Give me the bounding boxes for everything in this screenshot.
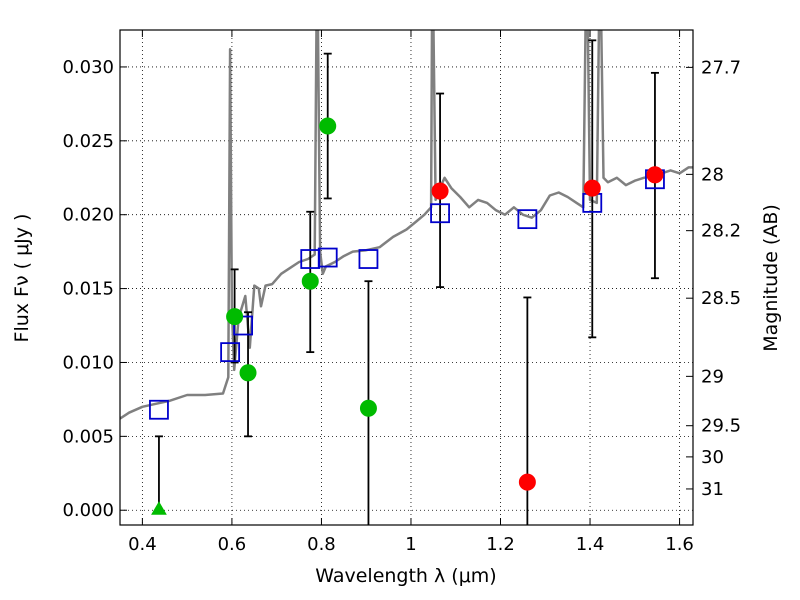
- right-tick-label: 28.5: [701, 288, 741, 309]
- model-point: [149, 399, 169, 420]
- y-tick-label: 0.020: [62, 205, 114, 226]
- model-point: [517, 209, 538, 230]
- observation-triangle: [151, 501, 167, 515]
- y-tick-label: 0.015: [62, 279, 114, 300]
- model-point: [430, 203, 450, 224]
- observation-point: [359, 399, 377, 417]
- x-tick-label: 1.6: [665, 534, 694, 555]
- right-tick-label: 29.5: [701, 416, 741, 437]
- right-tick-label: 30: [701, 447, 724, 468]
- y-right-axis-label: Magnitude (AB): [760, 204, 782, 352]
- observation-point: [301, 272, 319, 290]
- y-axis-label: Flux Fν ( μJy ): [11, 214, 33, 343]
- x-tick-label: 1.2: [486, 534, 515, 555]
- right-tick-label: 31: [701, 479, 724, 500]
- x-tick-label: 0.6: [218, 534, 247, 555]
- model-point: [233, 315, 254, 336]
- plot-frame: [119, 29, 694, 526]
- x-axis-label: Wavelength λ (μm): [315, 565, 496, 587]
- right-tick-label: 27.7: [701, 57, 741, 78]
- y-tick-label: 0.005: [62, 426, 114, 447]
- grid: [120, 30, 693, 525]
- spectrum-line: [120, 30, 693, 420]
- observation-point: [239, 364, 257, 382]
- right-tick-label: 28: [701, 164, 724, 185]
- x-tick-label: 1.4: [576, 534, 605, 555]
- ticks: [120, 30, 693, 525]
- model-layer: [149, 169, 665, 420]
- y-tick-label: 0.030: [62, 57, 114, 78]
- observation-point: [646, 166, 664, 184]
- model-point: [358, 249, 379, 269]
- observation-point: [583, 179, 601, 197]
- observation-layer: [151, 117, 664, 515]
- right-tick-label: 28.2: [701, 221, 741, 242]
- right-tick-label: 29: [701, 366, 724, 387]
- x-tick-label: 0.8: [307, 534, 336, 555]
- y-tick-label: 0.010: [62, 352, 114, 373]
- observation-point: [431, 182, 449, 200]
- model-point: [317, 247, 338, 268]
- observation-point: [518, 473, 536, 491]
- spectrum-layer: [120, 30, 693, 420]
- observation-point: [319, 117, 337, 135]
- y-tick-label: 0.025: [62, 131, 114, 152]
- observation-point: [226, 308, 244, 326]
- x-tick-label: 1: [405, 534, 416, 555]
- tick-labels: 0.4 0.6 0.8 1 1.2 1.4 1.6 0.000 0.005 0.010 0.015 0…: [62, 57, 741, 555]
- y-tick-label: 0.000: [62, 500, 114, 521]
- x-tick-label: 0.4: [128, 534, 157, 555]
- model-point: [220, 342, 241, 363]
